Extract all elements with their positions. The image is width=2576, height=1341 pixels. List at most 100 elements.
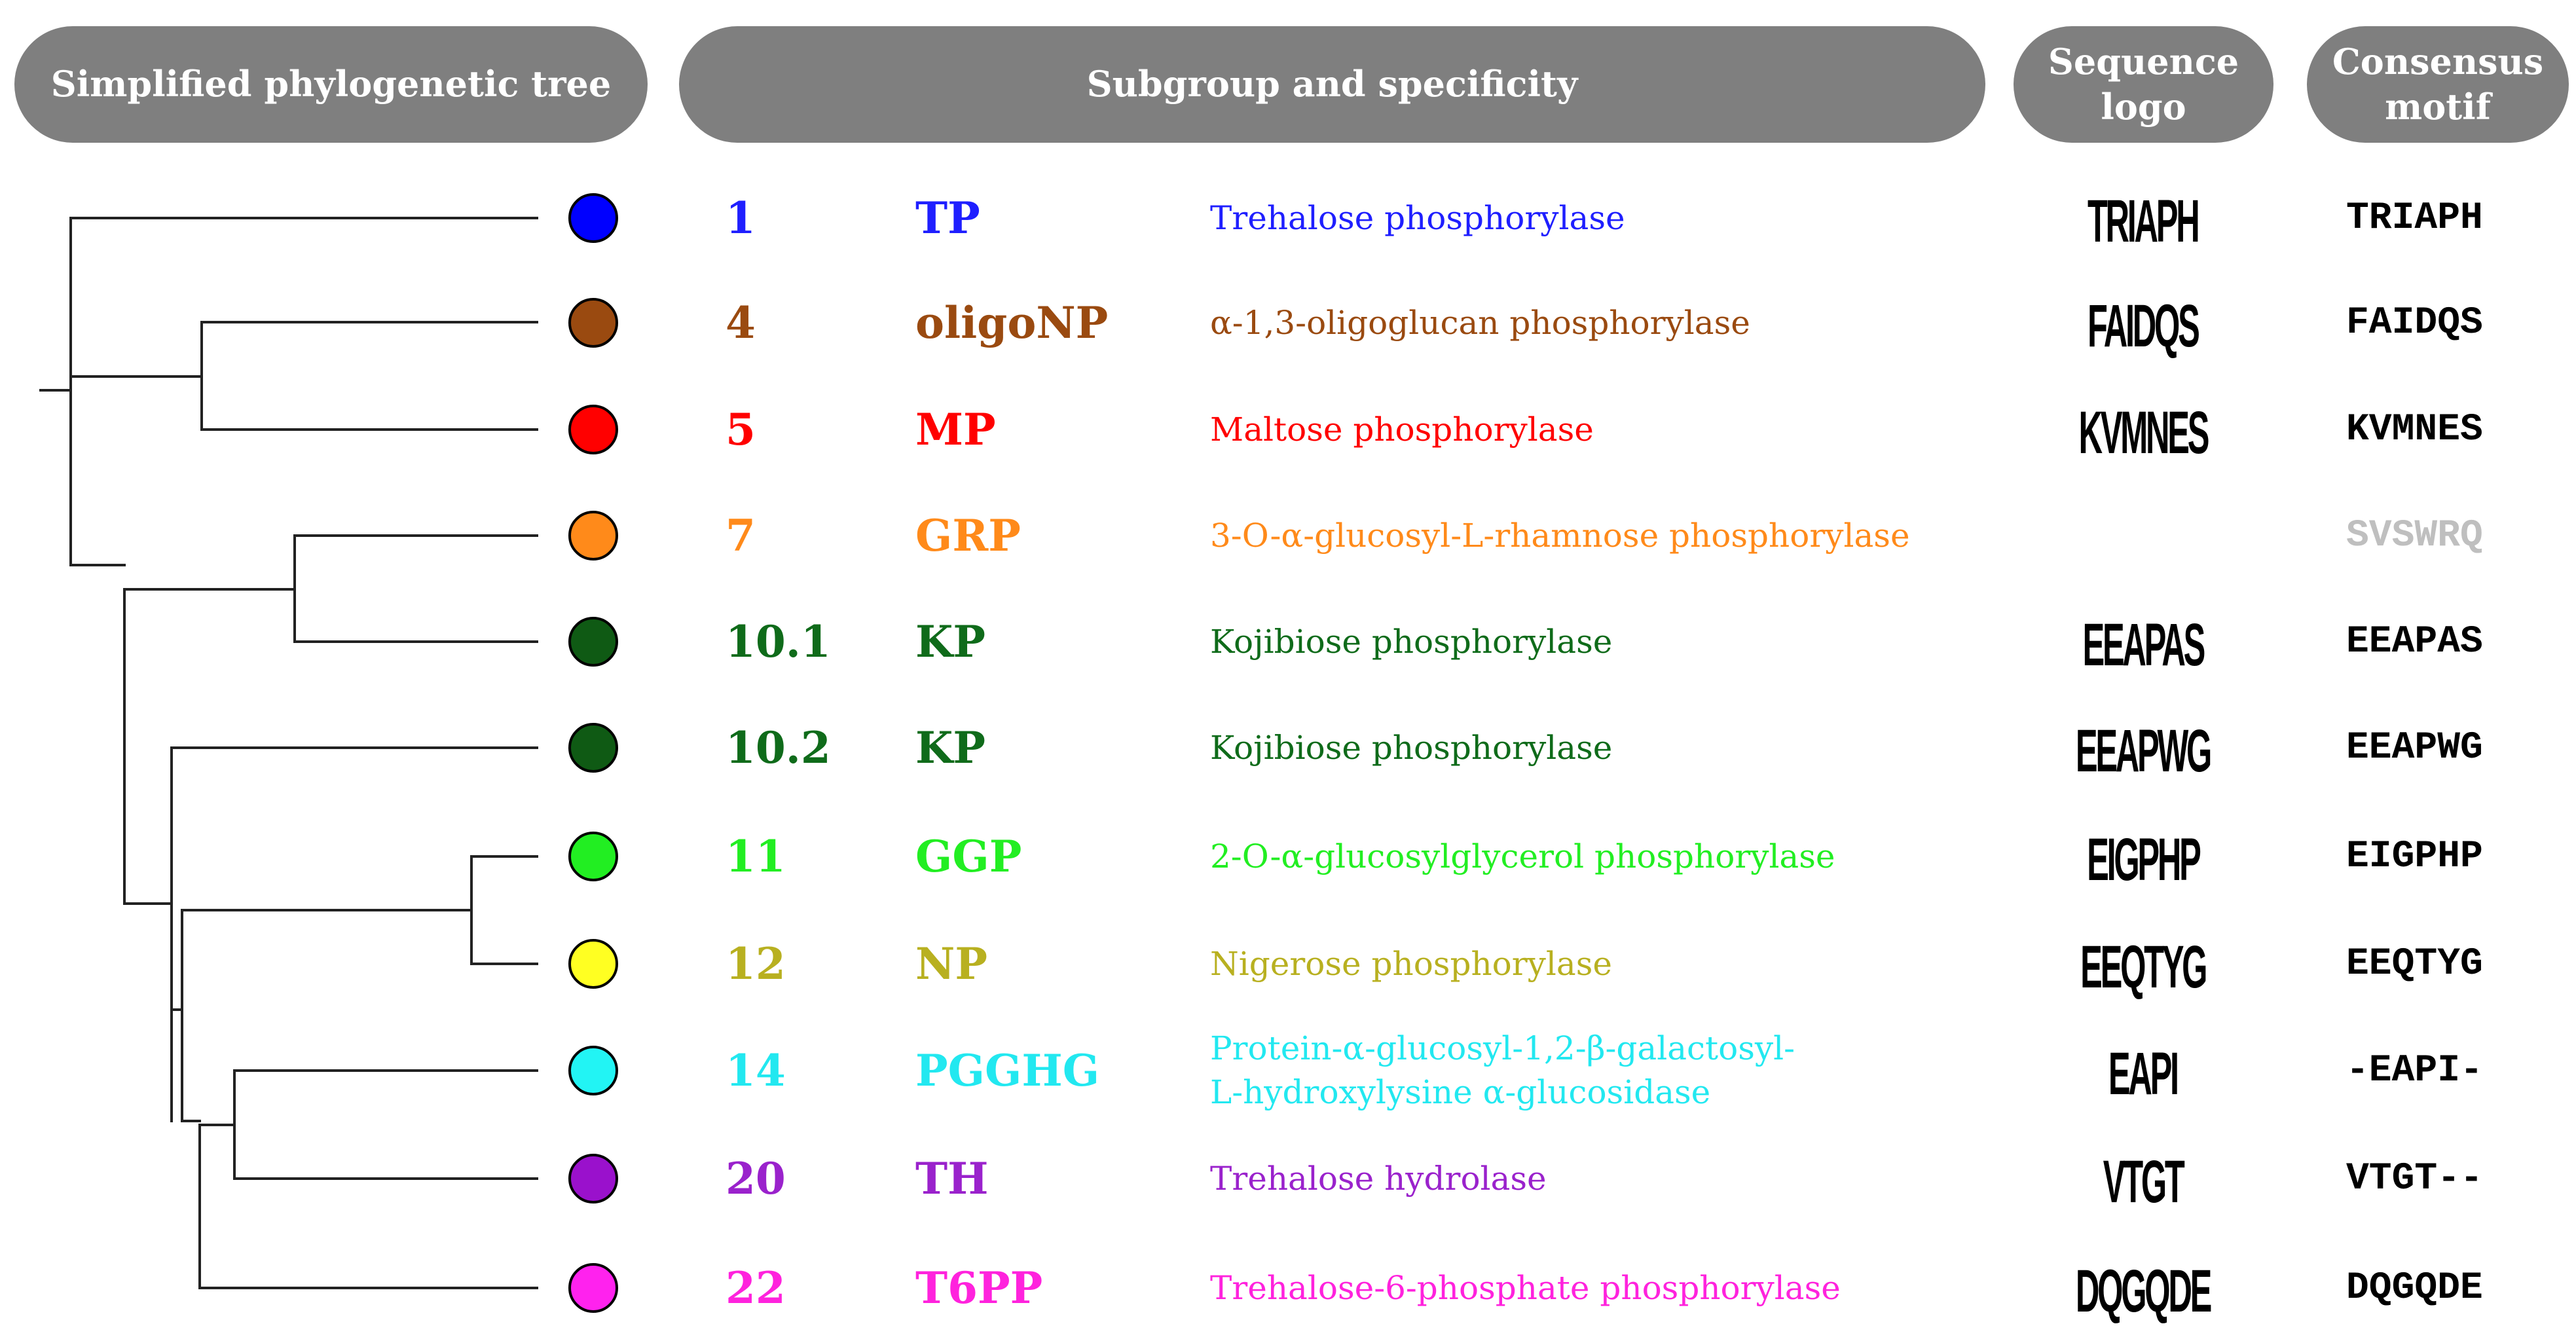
sequence-logo: EIGPHP <box>2086 826 2201 893</box>
color-dot <box>568 617 618 667</box>
row-tp: 1 TP Trehalose phosphorylase TRIAPH TRIA… <box>0 169 2576 267</box>
description-line1: Trehalose phosphorylase <box>1210 198 1625 237</box>
consensus-motif: EEAPWG <box>2346 726 2483 769</box>
description-line1: 3-O-α-glucosyl-L-rhamnose phosphorylase <box>1210 516 1910 555</box>
consensus-motif: EEAPAS <box>2346 620 2483 663</box>
specificity-description: 2-O-α-glucosylglycerol phosphorylase <box>1210 807 1835 906</box>
subgroup-number: 12 <box>726 938 786 989</box>
specificity-description: Trehalose hydrolase <box>1210 1130 1547 1228</box>
specificity-description: Maltose phosphorylase <box>1210 380 1594 479</box>
consensus-motif: KVMNES <box>2346 408 2483 451</box>
subgroup-number: 22 <box>726 1262 786 1313</box>
sequence-logo: EEQTYG <box>2080 934 2207 997</box>
subgroup-abbreviation: GGP <box>915 831 1022 882</box>
description-line1: Kojibiose phosphorylase <box>1210 622 1613 661</box>
color-dot <box>568 405 618 454</box>
color-dot <box>568 832 618 881</box>
subgroup-number: 7 <box>726 510 756 561</box>
description-line1: Trehalose-6-phosphate phosphorylase <box>1210 1268 1841 1307</box>
header-subgroup-and-specificity: Subgroup and specificity <box>679 26 1985 143</box>
consensus-motif: VTGT-- <box>2346 1157 2483 1200</box>
specificity-description: α-1,3-oligoglucan phosphorylase <box>1210 274 1750 372</box>
tree-branch-root <box>39 217 72 566</box>
sequence-logo: EAPI <box>2086 1041 2200 1104</box>
tree-branch-14-20-node <box>198 1069 236 1180</box>
subgroup-number: 20 <box>726 1153 786 1204</box>
sequence-logo-letters: EAPI <box>2108 1040 2179 1107</box>
sequence-logo-letters: KVMNES <box>2078 399 2209 466</box>
subgroup-number: 14 <box>726 1045 786 1096</box>
row-mp: 5 MP Maltose phosphorylase KVMNES KVMNES <box>0 380 2576 479</box>
sequence-logo-letters: TRIAPH <box>2088 188 2200 255</box>
tree-branch-bottom <box>181 1120 201 1289</box>
description-line1: Trehalose hydrolase <box>1210 1159 1547 1198</box>
sequence-logo-letters: FAIDQS <box>2088 293 2200 359</box>
sequence-logo <box>2086 506 2200 569</box>
sequence-logo-letters: EEAPAS <box>2082 612 2205 678</box>
sequence-logo: EEAPAS <box>2082 612 2205 675</box>
header-tree-label: Simplified phylogenetic tree <box>50 63 612 105</box>
subgroup-abbreviation: T6PP <box>915 1262 1043 1313</box>
header-motif-line1: Consensus <box>2332 40 2544 83</box>
color-dot <box>568 939 618 989</box>
subgroup-abbreviation: PGGHG <box>915 1045 1100 1096</box>
header-consensus-motif: Consensus motif <box>2307 26 2569 143</box>
sequence-logo: EEAPWG <box>2076 718 2212 781</box>
specificity-description: Kojibiose phosphorylase <box>1210 699 1612 797</box>
sequence-logo-letters: EEAPWG <box>2075 718 2212 784</box>
color-dot <box>568 298 618 348</box>
subgroup-number: 1 <box>726 193 756 244</box>
subgroup-abbreviation: NP <box>915 938 987 989</box>
color-dot <box>568 1154 618 1203</box>
sequence-logo-letters: EEQTYG <box>2080 934 2207 1001</box>
subgroup-abbreviation: TH <box>915 1153 989 1204</box>
subgroup-abbreviation: KP <box>915 616 985 667</box>
subgroup-abbreviation: GRP <box>915 510 1021 561</box>
row-t6pp: 22 T6PP Trehalose-6-phosphate phosphoryl… <box>0 1239 2576 1337</box>
sequence-logo: FAIDQS <box>2086 293 2200 356</box>
description-line1: Protein-α-glucosyl-1,2-β-galactosyl- <box>1210 1029 1795 1067</box>
tree-branch-4-5-node <box>69 321 203 431</box>
row-th: 20 TH Trehalose hydrolase VTGT VTGT-- <box>0 1130 2576 1228</box>
color-dot <box>568 1263 618 1313</box>
sequence-logo-letters: DQGQDE <box>2075 1258 2212 1325</box>
tree-branch-main <box>69 564 126 905</box>
specificity-description: 3-O-α-glucosyl-L-rhamnose phosphorylase <box>1210 487 1910 585</box>
row-np: 12 NP Nigerose phosphorylase EEQTYG EEQT… <box>0 915 2576 1013</box>
specificity-description: Kojibiose phosphorylase <box>1210 593 1612 691</box>
row-kp-10-1: 10.1 KP Kojibiose phosphorylase EEAPAS E… <box>0 593 2576 691</box>
description-line1: α-1,3-oligoglucan phosphorylase <box>1210 303 1750 342</box>
tree-branch-lower <box>170 909 183 1122</box>
subgroup-abbreviation: MP <box>915 404 996 455</box>
consensus-motif: TRIAPH <box>2346 196 2483 240</box>
header-subgroup-label: Subgroup and specificity <box>1086 63 1578 105</box>
subgroup-abbreviation: TP <box>915 193 980 244</box>
description-line2: L-hydroxylysine α-glucosidase <box>1210 1073 1711 1111</box>
header-motif-line2: motif <box>2385 86 2491 128</box>
consensus-motif: DQGQDE <box>2346 1266 2483 1310</box>
specificity-description: Nigerose phosphorylase <box>1210 915 1612 1013</box>
sequence-logo: TRIAPH <box>2086 189 2200 251</box>
tree-branch-11-12-node <box>181 855 473 965</box>
specificity-description: Trehalose-6-phosphate phosphorylase <box>1210 1239 1841 1337</box>
row-pgghg: 14 PGGHG Protein-α-glucosyl-1,2-β-galact… <box>0 1021 2576 1120</box>
sequence-logo-letters: EIGPHP <box>2086 826 2201 893</box>
specificity-description: Trehalose phosphorylase <box>1210 169 1625 267</box>
row-oligonp: 4 oligoNP α-1,3-oligoglucan phosphorylas… <box>0 274 2576 372</box>
subgroup-abbreviation: oligoNP <box>915 297 1109 348</box>
sequence-logo: VTGT <box>2086 1149 2200 1212</box>
subgroup-abbreviation: KP <box>915 722 985 773</box>
color-dot <box>568 511 618 560</box>
description-line1: Nigerose phosphorylase <box>1210 944 1612 983</box>
color-dot <box>568 1046 618 1095</box>
consensus-motif: FAIDQS <box>2346 301 2483 344</box>
color-dot <box>568 723 618 773</box>
sequence-logo-letters: VTGT <box>2103 1148 2185 1215</box>
header-logo-line2: logo <box>2101 86 2186 128</box>
tree-branch-mid <box>123 746 173 1122</box>
header-simplified-phylogenetic-tree: Simplified phylogenetic tree <box>14 26 648 143</box>
header-sequence-logo: Sequence logo <box>2014 26 2273 143</box>
sequence-logo: DQGQDE <box>2076 1258 2212 1321</box>
consensus-motif: EIGPHP <box>2346 835 2483 878</box>
sequence-logo: KVMNES <box>2078 400 2209 463</box>
